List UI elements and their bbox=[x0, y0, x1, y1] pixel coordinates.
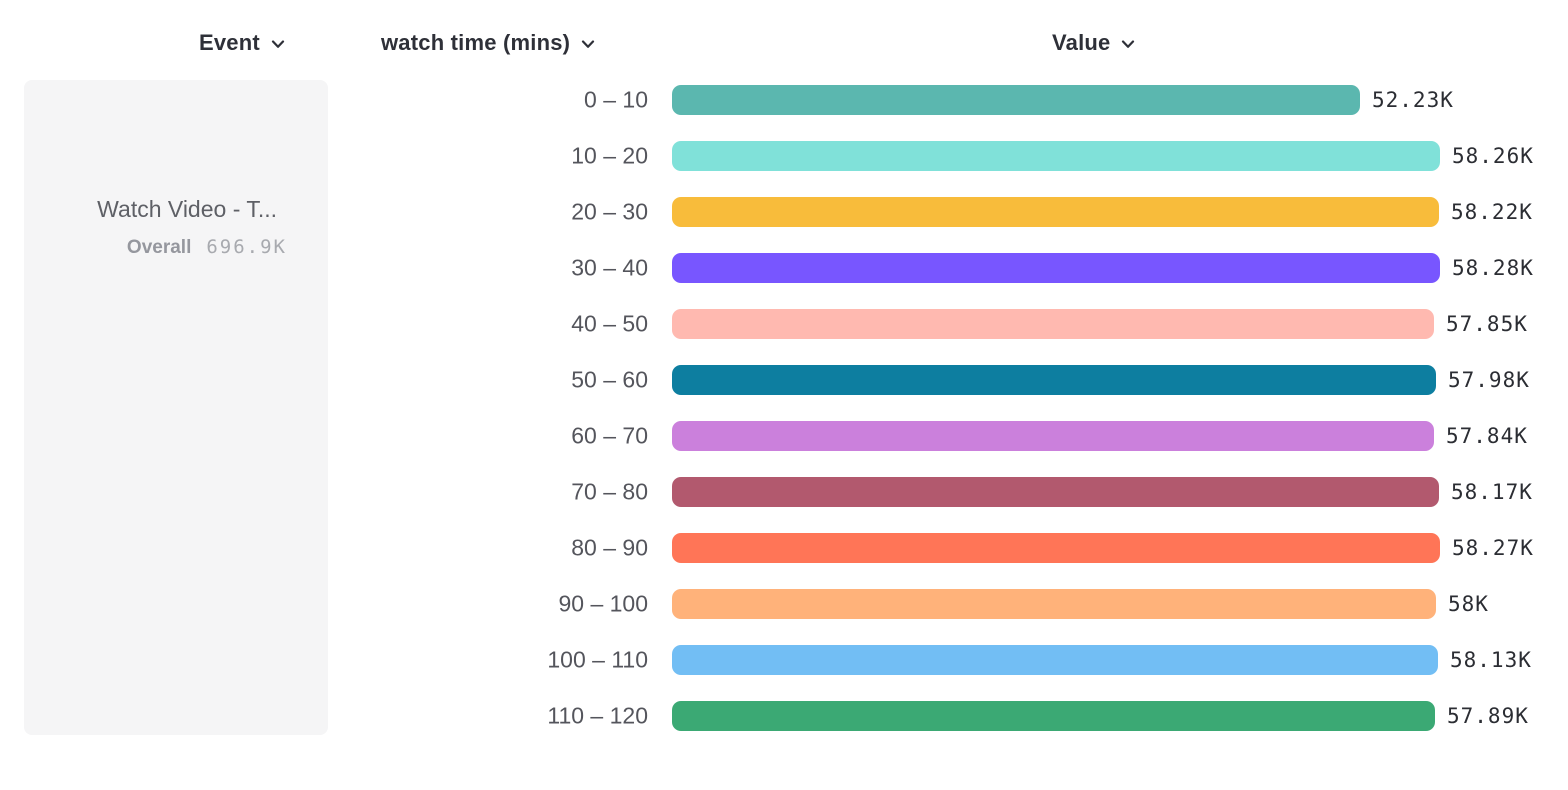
value-bar[interactable] bbox=[672, 589, 1436, 619]
value-label: 57.89K bbox=[1447, 704, 1529, 728]
event-column-label: Event bbox=[199, 30, 260, 55]
value-bar[interactable] bbox=[672, 141, 1440, 171]
bucket-label: 50 – 60 bbox=[571, 366, 648, 393]
overall-label: Overall bbox=[126, 237, 192, 258]
chart-row: 30 – 40 58.28K bbox=[0, 240, 1568, 296]
value-bar[interactable] bbox=[672, 477, 1439, 507]
value-bar[interactable] bbox=[672, 253, 1440, 283]
chart-row: 90 – 100 58K bbox=[0, 576, 1568, 632]
value-bar[interactable] bbox=[672, 197, 1439, 227]
bucket-label: 100 – 110 bbox=[547, 646, 648, 673]
event-column-header[interactable]: Event bbox=[199, 29, 285, 57]
bucket-label: 0 – 10 bbox=[584, 86, 648, 113]
chart-row: 20 – 30 58.22K bbox=[0, 184, 1568, 240]
value-bar[interactable] bbox=[672, 85, 1360, 115]
event-name[interactable]: Watch Video - T... bbox=[97, 196, 277, 222]
chart-row: 50 – 60 57.98K bbox=[0, 352, 1568, 408]
chevron-down-icon bbox=[1121, 37, 1135, 49]
bucket-label: 10 – 20 bbox=[571, 142, 648, 169]
chart-row: 0 – 10 52.23K bbox=[0, 72, 1568, 128]
event-summary-card: Watch Video - T... Overall 696.9K bbox=[24, 80, 328, 735]
chart-row: 100 – 110 58.13K bbox=[0, 632, 1568, 688]
value-label: 57.85K bbox=[1446, 312, 1528, 336]
bucket-label: 80 – 90 bbox=[571, 534, 648, 561]
bucket-label: 90 – 100 bbox=[558, 590, 648, 617]
overall-row: Overall 696.9K bbox=[127, 236, 287, 259]
bucket-label: 40 – 50 bbox=[571, 310, 648, 337]
value-label: 57.98K bbox=[1448, 368, 1530, 392]
value-bar[interactable] bbox=[672, 645, 1438, 675]
breakdown-column-header[interactable]: watch time (mins) bbox=[381, 29, 595, 57]
value-label: 58K bbox=[1448, 592, 1489, 616]
chevron-down-icon bbox=[581, 37, 595, 49]
value-label: 58.27K bbox=[1452, 536, 1534, 560]
value-bar[interactable] bbox=[672, 365, 1436, 395]
bucket-label: 60 – 70 bbox=[571, 422, 648, 449]
value-bar[interactable] bbox=[672, 309, 1434, 339]
value-bar[interactable] bbox=[672, 421, 1434, 451]
chart-row: 80 – 90 58.27K bbox=[0, 520, 1568, 576]
overall-value: 696.9K bbox=[206, 236, 287, 258]
value-bar[interactable] bbox=[672, 701, 1435, 731]
value-label: 57.84K bbox=[1446, 424, 1528, 448]
value-column-header[interactable]: Value bbox=[1052, 29, 1135, 57]
bucket-label: 20 – 30 bbox=[571, 198, 648, 225]
chart-row: 70 – 80 58.17K bbox=[0, 464, 1568, 520]
value-label: 58.17K bbox=[1451, 480, 1533, 504]
bucket-label: 110 – 120 bbox=[547, 702, 648, 729]
chart-row: 110 – 120 57.89K bbox=[0, 688, 1568, 744]
chart-row: 40 – 50 57.85K bbox=[0, 296, 1568, 352]
breakdown-column-label: watch time (mins) bbox=[381, 30, 571, 55]
value-label: 58.22K bbox=[1451, 200, 1533, 224]
value-bar[interactable] bbox=[672, 533, 1440, 563]
value-label: 58.26K bbox=[1452, 144, 1534, 168]
value-label: 58.13K bbox=[1450, 648, 1532, 672]
value-column-label: Value bbox=[1052, 30, 1111, 55]
chevron-down-icon bbox=[271, 37, 285, 49]
value-label: 52.23K bbox=[1372, 88, 1454, 112]
value-label: 58.28K bbox=[1452, 256, 1534, 280]
chart-row: 10 – 20 58.26K bbox=[0, 128, 1568, 184]
bucket-label: 30 – 40 bbox=[571, 254, 648, 281]
bucket-label: 70 – 80 bbox=[571, 478, 648, 505]
chart-row: 60 – 70 57.84K bbox=[0, 408, 1568, 464]
